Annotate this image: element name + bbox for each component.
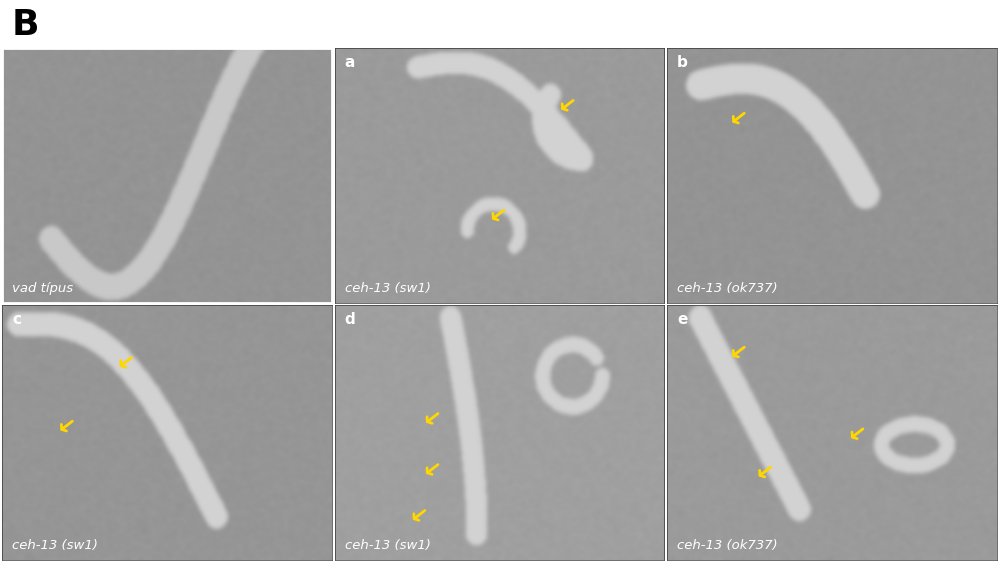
Text: ceh-13 (ok737): ceh-13 (ok737) — [677, 282, 778, 295]
Text: ceh-13 (ok737): ceh-13 (ok737) — [677, 539, 778, 552]
Text: ceh-13 (sw1): ceh-13 (sw1) — [12, 539, 98, 552]
Text: B: B — [12, 8, 40, 43]
Text: b: b — [677, 56, 688, 70]
Text: c: c — [12, 312, 21, 327]
Text: ceh-13 (sw1): ceh-13 (sw1) — [345, 539, 431, 552]
Text: e: e — [677, 312, 687, 327]
Text: ceh-13 (sw1): ceh-13 (sw1) — [345, 282, 431, 295]
Text: vad típus: vad típus — [12, 282, 73, 295]
Text: a: a — [345, 56, 355, 70]
Text: d: d — [345, 312, 356, 327]
